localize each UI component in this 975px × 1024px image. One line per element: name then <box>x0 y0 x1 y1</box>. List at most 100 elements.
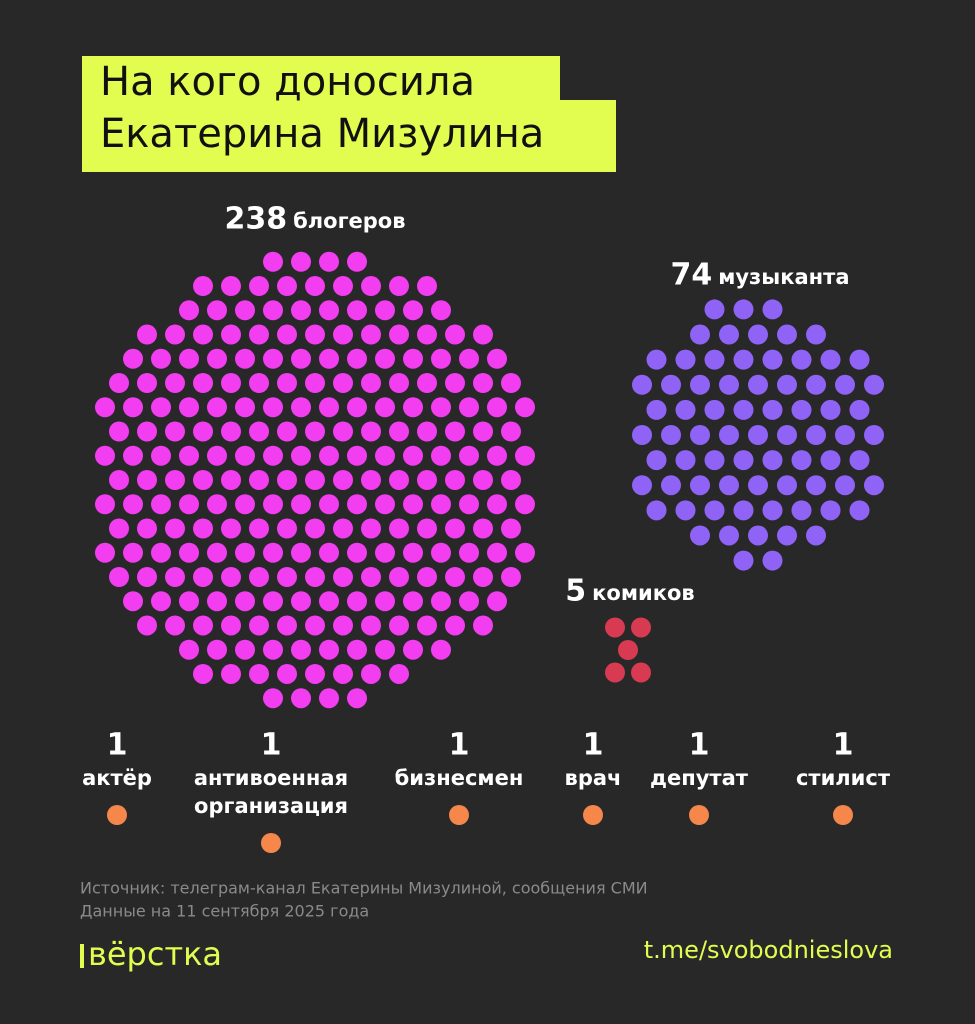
unit-dot <box>277 518 297 539</box>
unit-dot <box>849 349 870 370</box>
unit-dot <box>137 518 157 539</box>
unit-dot <box>487 348 507 369</box>
unit-dot <box>305 421 325 442</box>
unit-dot <box>835 374 855 395</box>
unit-dot <box>733 349 754 370</box>
unit-dot <box>291 348 311 369</box>
unit-dot <box>193 421 213 442</box>
unit-dot <box>791 349 812 370</box>
unit-dot <box>165 421 185 442</box>
single-label: антивоенная <box>194 766 348 790</box>
unit-dot <box>291 688 311 709</box>
unit-dot <box>221 421 241 442</box>
unit-dot <box>305 566 325 587</box>
unit-dot <box>431 591 451 612</box>
unit-dot <box>361 615 381 636</box>
unit-dot <box>431 348 451 369</box>
unit-dot <box>820 349 841 370</box>
unit-dot <box>733 500 754 521</box>
unit-dot <box>193 663 213 684</box>
unit-dot <box>375 494 395 515</box>
unit-dot <box>207 348 227 369</box>
unit-dot <box>109 518 129 539</box>
unit-dot <box>690 425 710 445</box>
unit-dot <box>445 324 465 345</box>
unit-dot <box>235 542 255 563</box>
unit-dot <box>347 639 367 660</box>
unit-dot <box>165 324 185 345</box>
unit-dot <box>417 470 437 490</box>
unit-dot <box>249 470 269 490</box>
unit-dot <box>179 639 199 660</box>
unit-dot <box>95 542 115 563</box>
unit-dot <box>277 421 297 442</box>
unit-dot <box>221 615 241 636</box>
unit-dot <box>459 348 479 369</box>
unit-dot <box>179 348 199 369</box>
unit-dot <box>319 688 339 709</box>
unit-dot <box>193 615 213 636</box>
unit-dot <box>389 324 409 345</box>
unit-dot <box>151 494 171 515</box>
unit-dot <box>249 373 269 394</box>
unit-dot <box>704 399 725 420</box>
unit-dot <box>221 324 241 345</box>
unit-dot <box>261 833 281 853</box>
unit-dot <box>207 397 227 418</box>
unit-dot <box>459 445 479 466</box>
unit-dot <box>833 805 853 825</box>
unit-dot <box>165 373 185 394</box>
unit-dot <box>179 591 199 612</box>
single-label: депутат <box>650 766 749 790</box>
unit-dot <box>375 639 395 660</box>
unit-dot <box>473 615 493 636</box>
unit-dot <box>762 550 783 571</box>
unit-dot <box>733 550 754 571</box>
unit-dot <box>361 518 381 539</box>
unit-dot <box>849 500 870 521</box>
unit-dot <box>107 805 127 825</box>
unit-dot <box>137 615 157 636</box>
link[interactable]: t.me/svobodnieslova <box>644 936 893 964</box>
unit-dot <box>473 373 493 394</box>
unit-dot <box>431 542 451 563</box>
source: Данные на 11 сентября 2025 года <box>80 902 369 921</box>
unit-dot <box>347 445 367 466</box>
logo-mark <box>80 944 84 968</box>
unit-dot <box>277 276 297 297</box>
unit-dot <box>459 397 479 418</box>
unit-dot <box>235 348 255 369</box>
unit-dot <box>305 663 325 684</box>
unit-dot <box>690 525 710 546</box>
unit-dot <box>473 470 493 490</box>
unit-dot <box>249 518 269 539</box>
unit-dot <box>291 251 311 272</box>
unit-dot <box>389 663 409 684</box>
unit-dot <box>347 348 367 369</box>
unit-dot <box>389 373 409 394</box>
unit-dot <box>207 542 227 563</box>
unit-dot <box>445 373 465 394</box>
single-label: врач <box>565 766 622 790</box>
unit-dot <box>151 591 171 612</box>
unit-dot <box>347 251 367 272</box>
unit-dot <box>473 421 493 442</box>
group-label: комиков <box>592 581 695 605</box>
unit-dot <box>820 500 841 521</box>
group-label: блогеров <box>293 209 405 233</box>
unit-dot <box>137 421 157 442</box>
unit-dot <box>277 615 297 636</box>
unit-dot <box>207 494 227 515</box>
unit-dot <box>305 373 325 394</box>
unit-dot <box>473 324 493 345</box>
unit-dot <box>333 615 353 636</box>
unit-dot <box>263 445 283 466</box>
unit-dot <box>661 374 681 395</box>
unit-dot <box>762 349 783 370</box>
unit-dot <box>431 494 451 515</box>
unit-dot <box>221 276 241 297</box>
unit-dot <box>249 663 269 684</box>
unit-dot <box>151 348 171 369</box>
unit-dot <box>361 421 381 442</box>
unit-dot <box>417 276 437 297</box>
